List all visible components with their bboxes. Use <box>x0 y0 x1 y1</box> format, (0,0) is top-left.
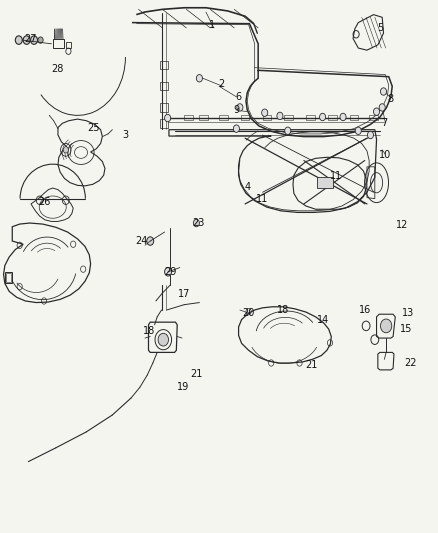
Text: 10: 10 <box>379 150 392 160</box>
Circle shape <box>233 125 240 132</box>
Text: 24: 24 <box>135 236 148 246</box>
Text: 15: 15 <box>400 324 412 334</box>
Text: 22: 22 <box>404 358 417 368</box>
Circle shape <box>261 109 268 116</box>
Circle shape <box>147 237 154 245</box>
Text: 29: 29 <box>164 267 177 277</box>
Circle shape <box>379 104 385 111</box>
Text: 26: 26 <box>38 197 50 207</box>
Circle shape <box>38 37 43 43</box>
Circle shape <box>340 114 346 120</box>
Text: 16: 16 <box>359 305 371 315</box>
Text: 25: 25 <box>88 123 100 133</box>
Circle shape <box>165 268 172 276</box>
Circle shape <box>193 219 199 227</box>
Polygon shape <box>317 177 333 188</box>
Circle shape <box>367 131 374 139</box>
Circle shape <box>15 36 22 44</box>
Text: 11: 11 <box>330 172 343 181</box>
Text: 9: 9 <box>233 105 240 115</box>
Text: 19: 19 <box>177 382 190 392</box>
Text: 27: 27 <box>25 34 37 44</box>
Text: 1: 1 <box>209 20 215 30</box>
Text: 18: 18 <box>277 305 290 315</box>
Text: 17: 17 <box>178 289 191 299</box>
Circle shape <box>374 108 380 115</box>
Circle shape <box>23 36 30 44</box>
Circle shape <box>320 114 325 120</box>
Circle shape <box>31 36 38 44</box>
Text: 18: 18 <box>143 326 155 336</box>
Circle shape <box>165 114 171 122</box>
Text: 4: 4 <box>244 182 251 192</box>
Text: 13: 13 <box>402 308 414 318</box>
Text: 6: 6 <box>236 92 242 102</box>
Text: 21: 21 <box>305 360 318 369</box>
Text: 7: 7 <box>381 118 388 128</box>
Text: 12: 12 <box>396 220 408 230</box>
Circle shape <box>381 319 392 333</box>
Text: 2: 2 <box>218 78 224 88</box>
Text: 3: 3 <box>122 130 128 140</box>
Circle shape <box>158 333 169 346</box>
Text: 5: 5 <box>377 23 383 33</box>
Circle shape <box>196 75 202 82</box>
Text: 20: 20 <box>242 308 255 318</box>
Text: 14: 14 <box>317 314 329 325</box>
Circle shape <box>285 127 291 134</box>
Text: 28: 28 <box>51 64 63 74</box>
Circle shape <box>277 112 283 119</box>
Text: 8: 8 <box>388 94 394 104</box>
Circle shape <box>355 127 361 134</box>
Circle shape <box>381 88 387 95</box>
Text: 11: 11 <box>256 193 268 204</box>
Circle shape <box>237 104 243 111</box>
Circle shape <box>63 147 68 153</box>
Text: 21: 21 <box>190 369 202 378</box>
Text: 23: 23 <box>192 218 204 228</box>
